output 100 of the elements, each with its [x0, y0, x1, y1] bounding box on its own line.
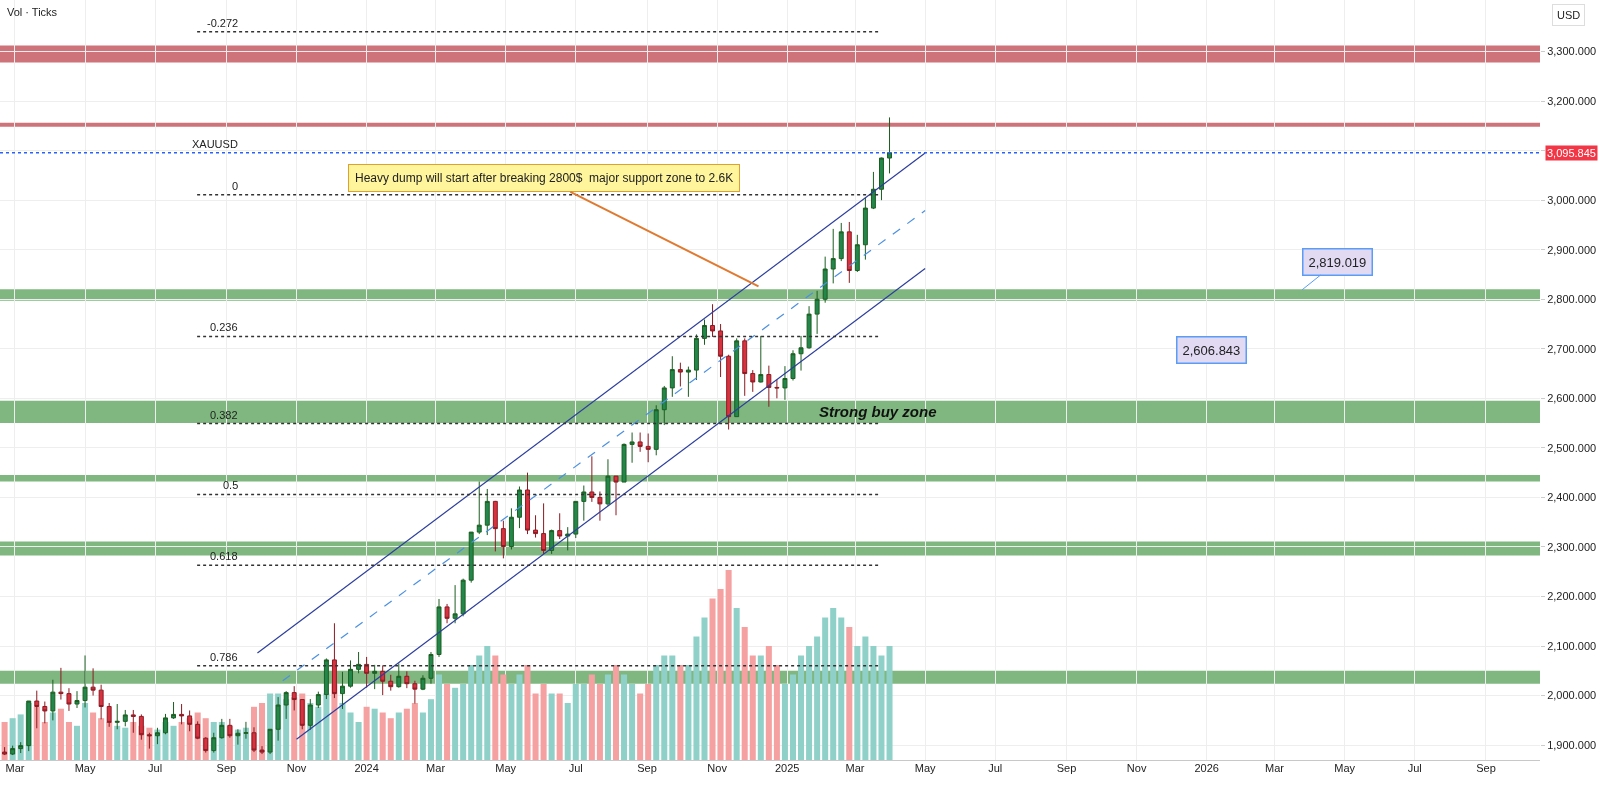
candlestick: [862, 197, 868, 261]
bar: [830, 608, 837, 760]
candlestick: [669, 355, 675, 398]
y-tick-label: 2,900.000: [1547, 243, 1597, 256]
candlestick: [677, 362, 683, 387]
bar: [436, 674, 443, 760]
x-tick-label: May: [495, 762, 517, 774]
bar: [476, 655, 483, 760]
bar: [403, 708, 410, 760]
bar: [315, 706, 322, 760]
candlestick: [58, 667, 64, 701]
x-tick-label: May: [74, 762, 96, 774]
bar: [693, 636, 700, 760]
bar: [355, 722, 362, 760]
x-tick-label: Mar: [5, 762, 25, 774]
x-tick-label: Mar: [845, 762, 865, 774]
bar: [65, 722, 72, 760]
bar: [17, 714, 24, 760]
annotation: XAUUSD: [192, 138, 238, 150]
bar: [468, 665, 475, 760]
bar: [661, 655, 668, 760]
candlestick: [444, 603, 450, 624]
candlestick: [428, 651, 434, 685]
bar: [757, 655, 764, 760]
bar: [395, 712, 402, 760]
bar: [41, 722, 48, 760]
bar: [98, 718, 105, 760]
candlestick: [693, 333, 699, 381]
bar: [347, 712, 354, 760]
bar: [524, 665, 531, 760]
candlestick: [766, 365, 772, 408]
bar: [371, 708, 378, 760]
candlestick: [468, 531, 474, 584]
ref-line-label: 3,095.845: [1547, 147, 1596, 159]
candlestick: [629, 432, 635, 464]
candlestick: [2, 746, 8, 756]
candlestick: [742, 337, 748, 397]
bar: [516, 674, 523, 760]
candlestick: [388, 674, 394, 692]
annotation: 0.236: [210, 321, 238, 333]
candlestick: [597, 490, 603, 522]
bar: [580, 684, 587, 760]
candlestick: [870, 171, 876, 210]
bar: [846, 627, 853, 760]
x-tick-label: Jul: [988, 762, 1003, 774]
bar: [789, 674, 796, 760]
bar: [548, 693, 555, 760]
annotation: 0.786: [210, 651, 238, 663]
candlestick: [396, 662, 402, 689]
candlestick: [122, 709, 128, 727]
candlestick: [356, 651, 362, 674]
annotation: 2,606.843: [1182, 342, 1241, 358]
candlestick: [10, 745, 16, 756]
candlestick: [774, 379, 780, 399]
bar: [427, 699, 434, 760]
bar: [73, 725, 81, 760]
bar: [701, 617, 708, 760]
candlestick: [573, 500, 579, 539]
candlestick: [18, 741, 24, 754]
bar: [838, 617, 845, 760]
y-tick-label: 2,000.000: [1547, 689, 1597, 702]
y-tick-label: 2,400.000: [1547, 491, 1597, 504]
x-tick-label: May: [1334, 762, 1356, 774]
candlestick: [372, 664, 378, 690]
bar: [596, 684, 603, 760]
bar: [733, 608, 740, 760]
bar: [291, 697, 298, 760]
y-tick-label: 2,600.000: [1547, 392, 1597, 405]
bar: [588, 674, 595, 760]
bar: [114, 725, 121, 760]
bar: [629, 684, 636, 760]
candlestick: [533, 514, 539, 539]
candlestick: [838, 222, 844, 262]
candlestick: [661, 385, 667, 426]
candlestick: [420, 674, 426, 691]
x-tick-label: Mar: [426, 762, 446, 774]
annotation: 0.5: [223, 479, 239, 491]
bar: [669, 655, 676, 760]
candlestick: [404, 670, 410, 689]
bar: [854, 646, 861, 760]
bar: [419, 712, 426, 760]
candlestick: [621, 442, 627, 483]
annotation: Vol · Ticks: [7, 6, 58, 18]
candlestick: [734, 337, 740, 418]
bar: [765, 646, 772, 760]
candlestick: [685, 366, 691, 398]
candlestick: [500, 520, 506, 559]
candlestick: [508, 507, 514, 550]
bar: [637, 693, 644, 760]
y-tick-label: 2,200.000: [1547, 590, 1597, 603]
candlestick: [549, 529, 555, 555]
annotation: Heavy dump will start after breaking 2800$ major support zone to 2.6K: [355, 171, 734, 185]
candlestick: [653, 404, 659, 456]
x-tick-label: 2025: [775, 762, 800, 774]
bar: [862, 636, 869, 760]
x-tick-label: 2026: [1194, 762, 1219, 774]
bar: [323, 693, 330, 760]
bar: [621, 674, 628, 760]
annotation: 0: [232, 180, 239, 192]
bar: [57, 708, 64, 760]
